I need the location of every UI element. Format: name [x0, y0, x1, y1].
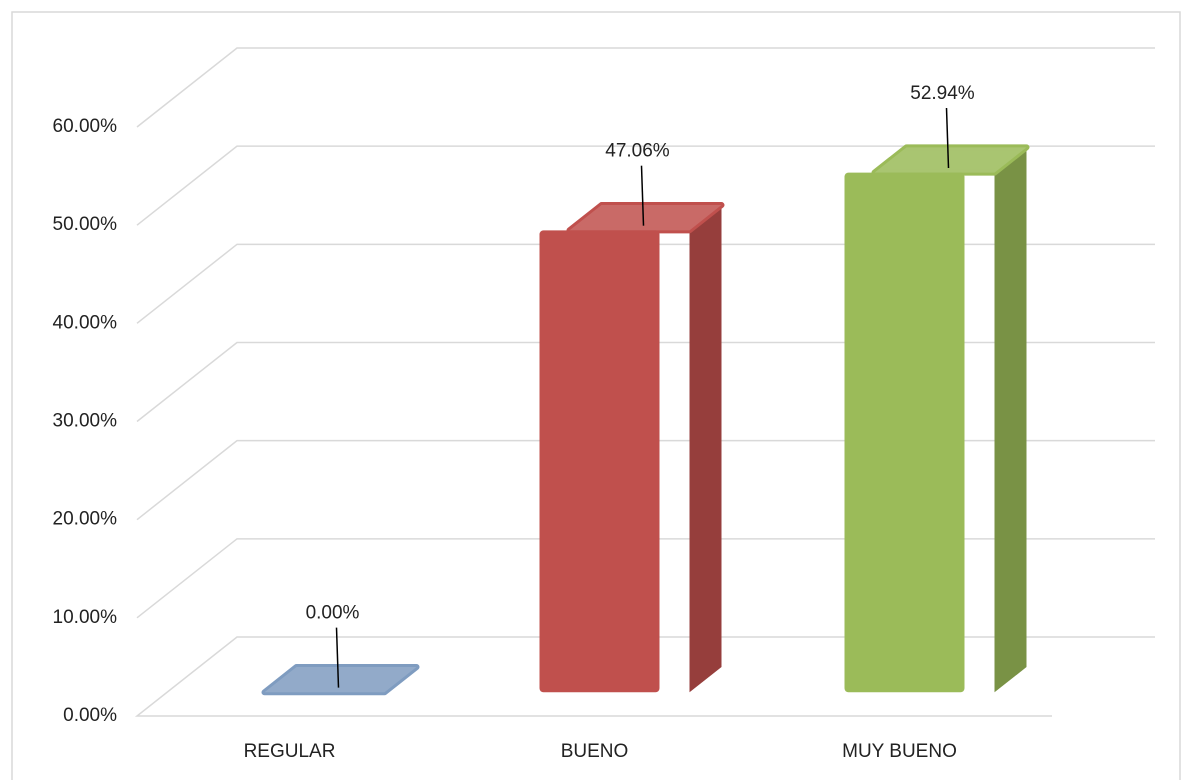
bar — [844, 172, 965, 693]
y-tick-label: 30.00% — [53, 411, 118, 432]
x-tick-label: BUENO — [561, 741, 629, 762]
value-label: 0.00% — [306, 603, 360, 624]
bar-side-shade — [689, 205, 722, 693]
bar-side — [689, 205, 722, 693]
leader-line — [945, 107, 950, 168]
bar-side — [994, 147, 1027, 693]
bar-top-shade — [569, 205, 722, 231]
bar — [539, 230, 660, 693]
grid-line — [136, 47, 1155, 128]
y-tick-label: 40.00% — [53, 312, 118, 333]
x-tick-label: REGULAR — [244, 741, 336, 762]
value-label: 47.06% — [605, 141, 670, 162]
y-tick-label: 50.00% — [53, 214, 118, 235]
y-tick-label: 60.00% — [53, 116, 118, 137]
y-tick-label: 20.00% — [53, 509, 118, 530]
leader-line — [335, 627, 340, 688]
y-tick-label: 10.00% — [53, 607, 118, 628]
bar-top-shade — [264, 667, 417, 693]
x-tick-label: MUY BUENO — [842, 741, 957, 762]
bar-side-shade — [994, 147, 1027, 693]
y-tick-label: 0.00% — [63, 705, 117, 726]
bar-top — [261, 664, 420, 696]
grid-line — [136, 145, 1155, 226]
leader-line — [640, 165, 645, 226]
bar-top-shade — [874, 147, 1027, 173]
value-label: 52.94% — [910, 83, 975, 104]
